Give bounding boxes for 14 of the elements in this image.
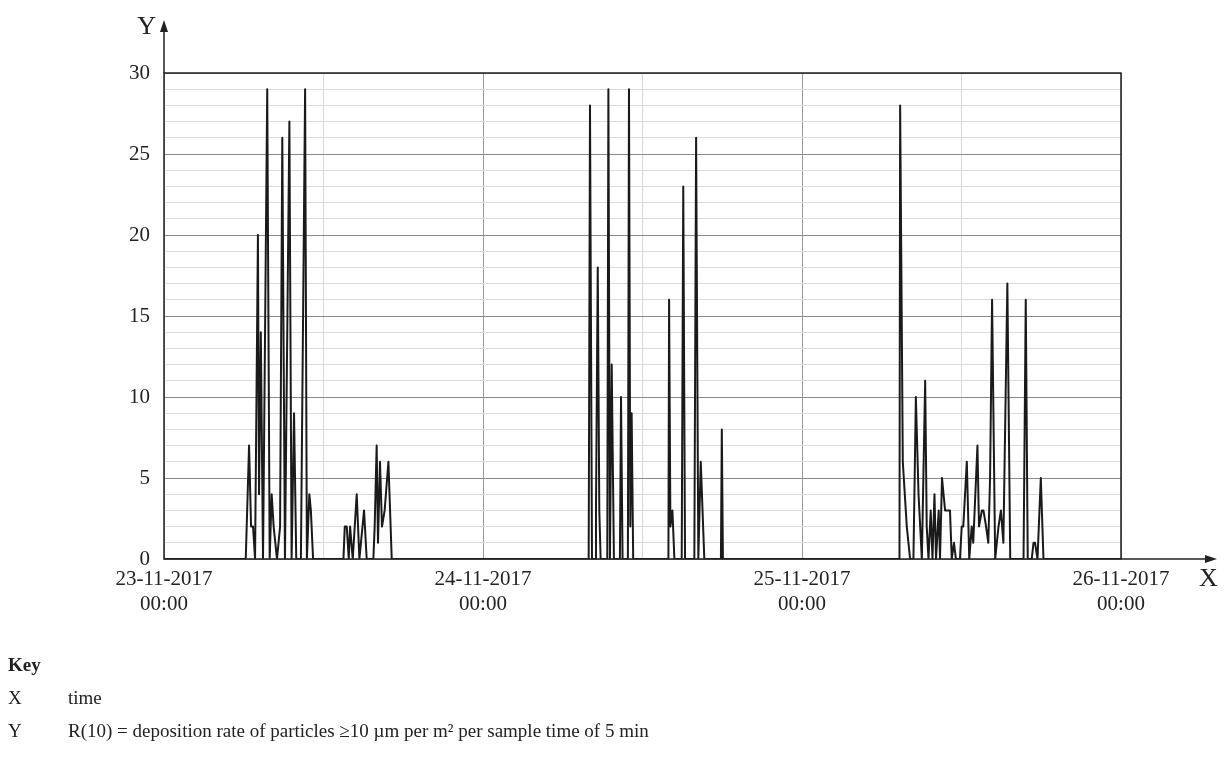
y-tick-label: 10	[129, 383, 150, 408]
y-tick-label: 20	[129, 221, 150, 246]
x-tick-label: 24-11-2017 00:00	[434, 566, 532, 616]
text: X time	[8, 687, 102, 708]
x-tick-label: 26-11-2017 00:00	[1072, 566, 1170, 616]
text: Y R(10) = deposition rate of particles ≥10 µm per m² per sample time of 5 min	[8, 720, 649, 741]
y-axis-title: Y	[137, 10, 157, 40]
y-tick-label: 15	[129, 302, 150, 327]
y-tick-label: 5	[139, 464, 150, 489]
y-tick-label: 25	[129, 140, 150, 165]
text: Key	[8, 653, 42, 677]
y-tick-label: 30	[129, 59, 150, 84]
x-axis-title: X	[1199, 562, 1218, 592]
x-tick-label: 25-11-2017 00:00	[753, 566, 851, 616]
